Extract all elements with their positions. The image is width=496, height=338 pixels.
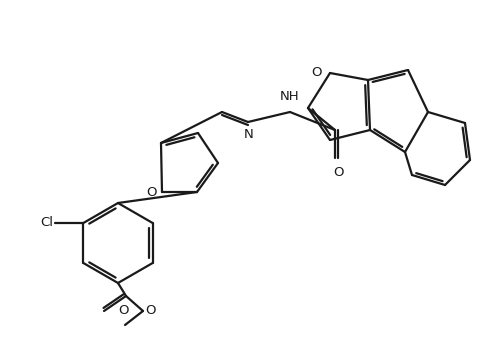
Text: NH: NH bbox=[280, 90, 300, 103]
Text: O: O bbox=[311, 67, 322, 79]
Text: O: O bbox=[145, 305, 156, 317]
Text: O: O bbox=[118, 305, 128, 317]
Text: O: O bbox=[334, 166, 344, 179]
Text: N: N bbox=[244, 128, 254, 141]
Text: Cl: Cl bbox=[40, 217, 54, 230]
Text: O: O bbox=[146, 186, 157, 198]
